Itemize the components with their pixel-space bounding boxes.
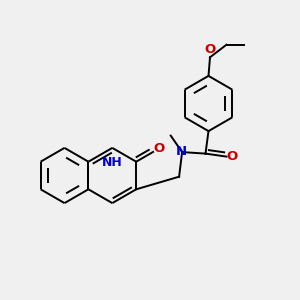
Text: O: O bbox=[204, 43, 216, 56]
Text: NH: NH bbox=[102, 156, 123, 169]
Text: O: O bbox=[226, 150, 237, 163]
Text: N: N bbox=[176, 145, 187, 158]
Text: O: O bbox=[153, 142, 164, 155]
